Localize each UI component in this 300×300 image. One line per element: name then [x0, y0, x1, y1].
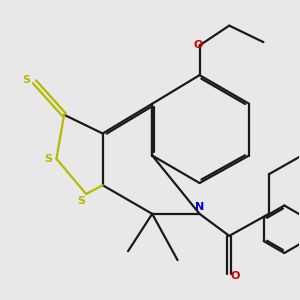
Text: O: O: [193, 40, 203, 50]
Text: S: S: [22, 75, 30, 85]
Text: S: S: [44, 154, 52, 164]
Text: O: O: [230, 271, 240, 281]
Text: S: S: [77, 196, 85, 206]
Text: N: N: [195, 202, 204, 212]
